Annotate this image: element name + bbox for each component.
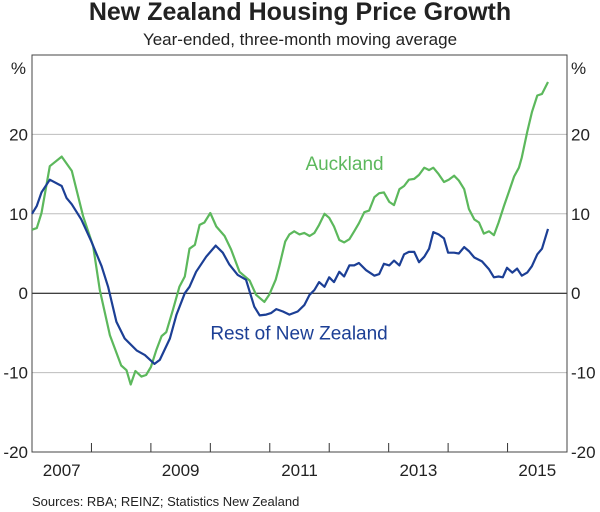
x-tick-label: 2015 — [518, 461, 556, 480]
y-tick-label-left: 20 — [9, 125, 28, 144]
y-tick-label-right: 10 — [571, 205, 590, 224]
y-axis-unit-left: % — [11, 59, 26, 78]
x-tick-label: 2009 — [162, 461, 200, 480]
y-tick-label-right: -20 — [571, 443, 596, 462]
series-line-auckland — [31, 81, 549, 386]
plot-frame — [31, 54, 568, 453]
chart-subtitle: Year-ended, three-month moving average — [142, 30, 458, 49]
y-tick-label-right: 20 — [571, 125, 590, 144]
y-tick-label-left: 0 — [19, 284, 28, 303]
x-tick-label: 2007 — [43, 461, 81, 480]
series-label-auckland: Auckland — [305, 154, 383, 175]
series-label-rest-of-new-zealand: Rest of New Zealand — [210, 323, 387, 344]
source-note: Sources: RBA; REINZ; Statistics New Zeal… — [32, 494, 300, 509]
chart-title: New Zealand Housing Price Growth — [88, 0, 512, 26]
x-tick-label: 2013 — [399, 461, 437, 480]
y-tick-label-right: 0 — [571, 284, 580, 303]
x-tick-label: 2011 — [281, 461, 318, 480]
series-line-rest-of-new-zealand — [31, 178, 550, 365]
y-tick-label-right: -10 — [571, 364, 596, 383]
y-tick-label-left: -20 — [3, 443, 28, 462]
y-axis-unit-right: % — [571, 59, 586, 78]
y-tick-label-left: 10 — [9, 205, 28, 224]
y-tick-label-left: -10 — [3, 364, 28, 383]
